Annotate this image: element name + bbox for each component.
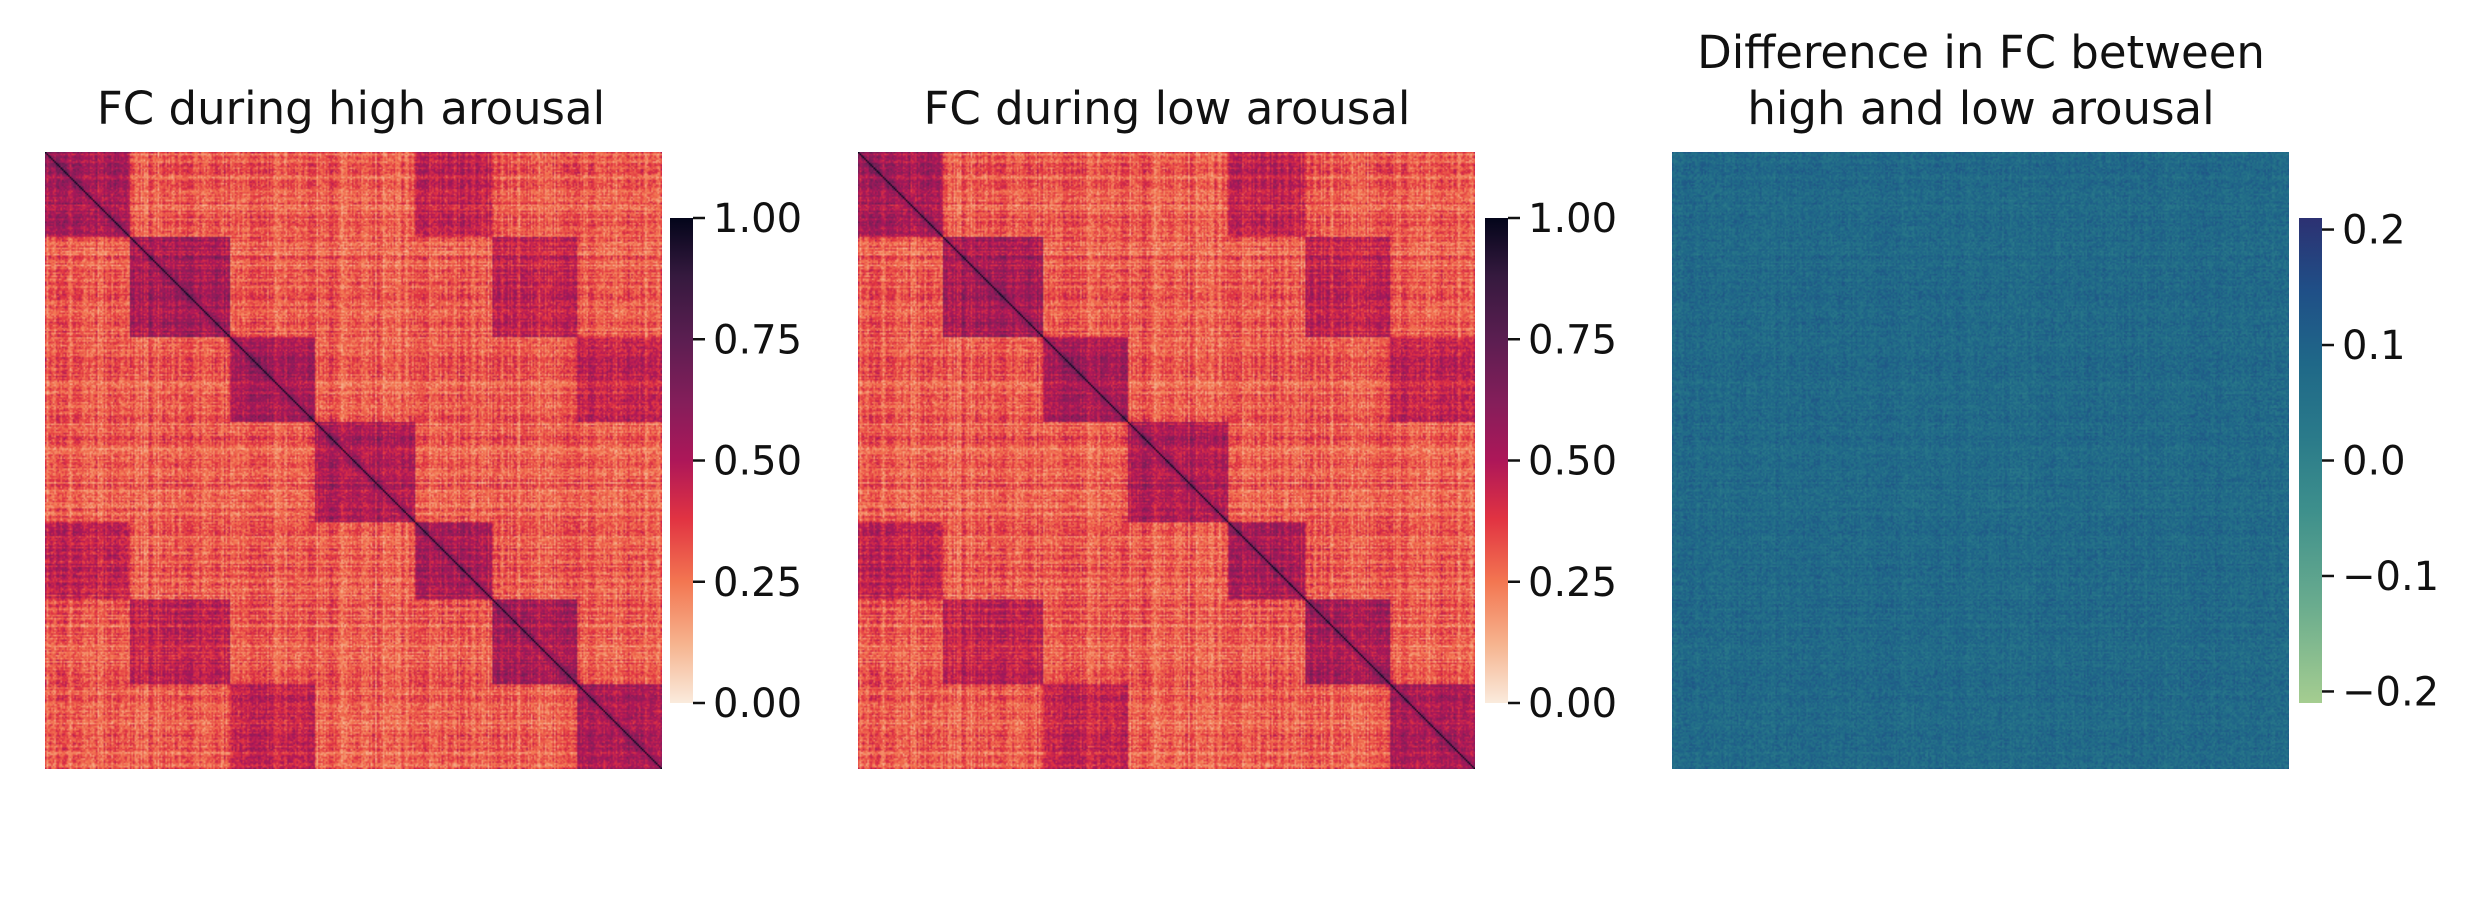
colorbar-difference — [2299, 218, 2322, 703]
colorbar-tick-label: −0.1 — [2342, 554, 2439, 600]
colorbar-tick-label: 0.50 — [1528, 439, 1617, 485]
colorbar-tick-label: 0.25 — [713, 560, 802, 606]
title-low-arousal: FC during low arousal — [924, 82, 1411, 135]
colorbar-tick-label: 1.00 — [1528, 196, 1617, 242]
title-high-arousal: FC during high arousal — [97, 82, 605, 135]
colorbar-ticks-difference: −0.2 −0.1 0.0 0.1 0.2 — [2322, 208, 2439, 715]
colorbar-tick-label: 0.00 — [1528, 681, 1617, 727]
colorbar-tick-label: 1.00 — [713, 196, 802, 242]
colorbar-tick-label: 0.00 — [713, 681, 802, 727]
heatmap-difference — [1672, 152, 2289, 769]
colorbar-tick-label: 0.75 — [713, 317, 802, 363]
colorbar-tick-label: 0.2 — [2342, 208, 2406, 254]
colorbar-ticks-low-arousal: 0.00 0.25 0.50 0.75 1.00 — [1508, 196, 1617, 727]
colorbar-tick-label: 0.0 — [2342, 439, 2406, 485]
title-difference-line-1: Difference in FC between — [1697, 26, 2265, 79]
heatmap-high-arousal — [45, 152, 662, 769]
colorbar-ticks-high-arousal: 0.00 0.25 0.50 0.75 1.00 — [693, 196, 802, 727]
colorbar-tick-label: 0.75 — [1528, 317, 1617, 363]
panel-difference: Difference in FC between high and low ar… — [1672, 26, 2439, 769]
colorbar-tick-label: 0.50 — [713, 439, 802, 485]
panel-high-arousal: FC during high arousal 0.00 0.25 0.50 0.75 1… — [45, 82, 802, 769]
heatmap-low-arousal — [858, 152, 1475, 769]
colorbar-high-arousal — [670, 218, 693, 703]
title-difference-line-2: high and low arousal — [1747, 82, 2214, 135]
colorbar-low-arousal — [1485, 218, 1508, 703]
colorbar-tick-label: 0.25 — [1528, 560, 1617, 606]
colorbar-tick-label: 0.1 — [2342, 323, 2406, 369]
panel-low-arousal: FC during low arousal 0.00 0.25 0.50 0.75 1.… — [858, 82, 1617, 769]
colorbar-tick-label: −0.2 — [2342, 669, 2439, 715]
